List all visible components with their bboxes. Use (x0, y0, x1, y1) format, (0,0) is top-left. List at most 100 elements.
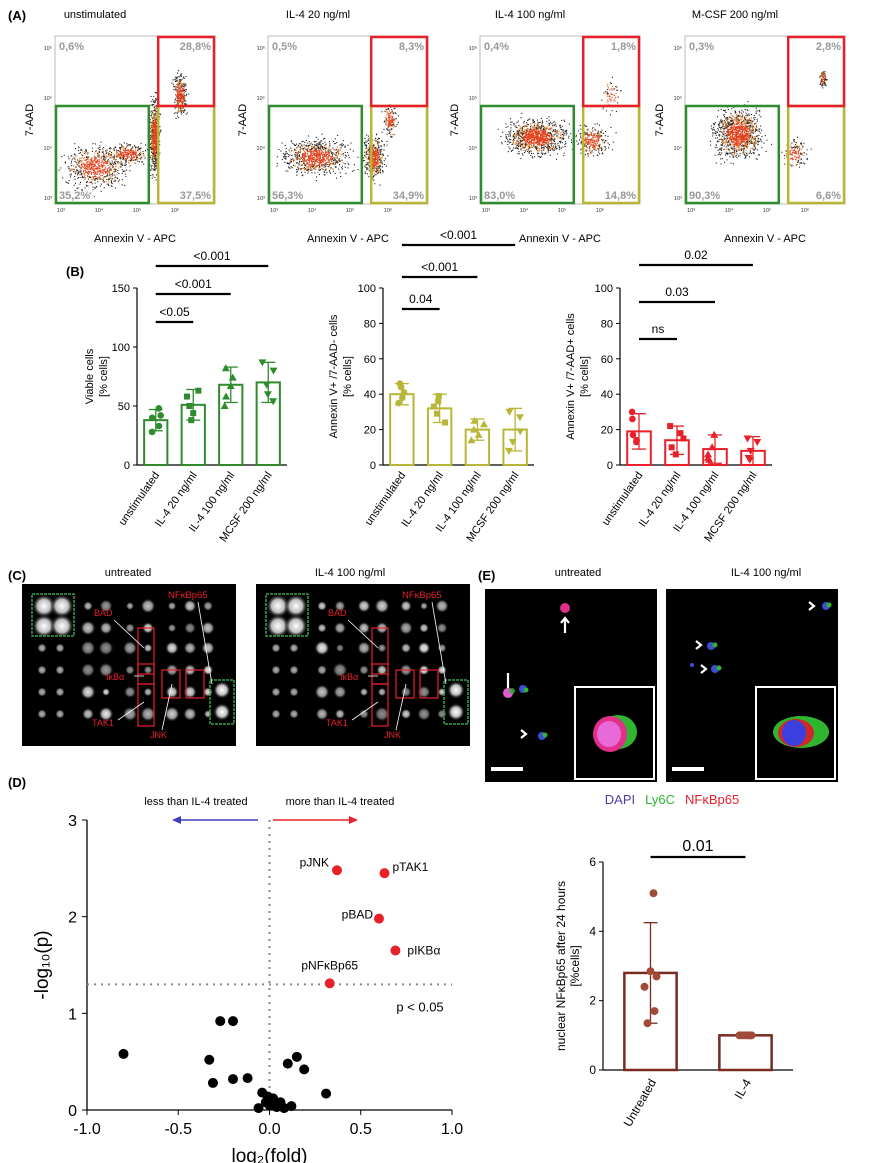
data-point (504, 447, 513, 455)
x-tick: 10⁵ (763, 207, 771, 214)
spot (357, 621, 371, 635)
spot (81, 707, 95, 721)
spot (165, 641, 179, 655)
gate-viable (267, 104, 364, 205)
label-bad: BAD (94, 608, 113, 618)
data-point (155, 405, 163, 412)
spot (436, 664, 448, 676)
spot (101, 687, 111, 697)
data-point (672, 451, 679, 458)
data-point (148, 428, 156, 436)
data-point (470, 416, 479, 424)
y-tick-label: 150 (112, 283, 130, 295)
spot (437, 643, 447, 653)
legend-dapi: DAPI (605, 792, 635, 807)
quadrant-lr: 14,8% (605, 190, 636, 202)
spot (377, 687, 387, 697)
target-box (137, 627, 155, 675)
right-direction-label: more than IL-4 treated (286, 796, 395, 808)
control-spot (213, 681, 231, 699)
y-tick-label: 80 (364, 318, 376, 330)
spot (80, 640, 96, 656)
x-tick-label: 0.5 (350, 1121, 372, 1138)
data-point (155, 422, 163, 430)
x-axis-label: Annexin V - APC (519, 233, 601, 245)
quadrant-ur: 8,3% (399, 41, 424, 53)
blot-il4: BAD NFκBp65 IκBα TAK1 JNK (256, 584, 470, 746)
data-point (258, 359, 267, 367)
control-spot (266, 594, 290, 618)
y-tick: 10⁴ (44, 145, 53, 152)
label-nfkb: NFκBp65 (168, 590, 208, 601)
flow-title: unstimulated (64, 9, 126, 21)
data-point (188, 417, 195, 424)
data-point (430, 403, 437, 410)
x-tick-label: -1.0 (73, 1121, 101, 1138)
data-point (646, 967, 655, 976)
flow-plot-3: IL-4 100 ng/ml 0,4% 1,8% 83,0% 14,8% 10³ 10³ 10… (449, 9, 641, 245)
y-tick: 10⁵ (257, 95, 265, 102)
data-point (629, 431, 637, 439)
event-dots (58, 70, 190, 198)
flow-title: IL-4 20 ng/ml (286, 9, 350, 21)
data-point (652, 972, 661, 981)
control-box (443, 679, 469, 725)
protein-point (207, 1077, 218, 1088)
y-tick-label: 80 (601, 318, 613, 330)
data-point (222, 392, 231, 400)
spot (124, 622, 136, 634)
spot (333, 685, 347, 699)
spot (289, 709, 299, 719)
control-spot (32, 614, 56, 638)
threshold-label: p < 0.05 (396, 999, 443, 1014)
significant-point (324, 978, 335, 989)
data-point (399, 394, 406, 402)
spot (417, 641, 431, 655)
scale-bar (491, 767, 523, 771)
data-point (269, 367, 278, 375)
y-tick: 10⁴ (469, 145, 478, 152)
data-point (228, 373, 237, 381)
quadrant-lr: 34,9% (393, 190, 424, 202)
spot (124, 664, 136, 676)
gate-late-apoptotic (156, 35, 216, 108)
control-box (209, 679, 235, 725)
gate-viable (684, 104, 781, 205)
micro-untreated (485, 589, 657, 782)
gate-viable (54, 104, 151, 205)
plot-frame (479, 35, 641, 205)
p-value-label: <0.001 (193, 249, 230, 263)
label-tak1: TAK1 (92, 718, 114, 728)
spot (271, 687, 281, 697)
quadrant-ll: 35,2% (59, 190, 90, 202)
spot (374, 598, 390, 614)
spot (122, 640, 138, 656)
quadrant-ur: 28,8% (180, 41, 211, 53)
scale-bar (672, 767, 704, 771)
data-point (629, 415, 636, 423)
y-axis-label: Viable cells [% cells] (84, 348, 110, 404)
spot (314, 684, 330, 700)
p-value-label: 0.02 (684, 248, 708, 262)
blot-il4-title: IL-4 100 ng/ml (315, 567, 385, 579)
target-box (371, 627, 389, 675)
y-tick: 10⁵ (44, 95, 52, 102)
leader-line (113, 619, 145, 649)
y-tick-label: 0 (607, 460, 613, 472)
spot (200, 620, 216, 636)
left-arrowhead-icon (172, 816, 181, 824)
spot (80, 620, 96, 636)
y-tick-label: 0 (589, 1063, 596, 1077)
data-point (221, 364, 230, 372)
data-point (677, 430, 684, 437)
micro-untreated-title: untreated (555, 567, 601, 579)
y-tick-label: 100 (595, 283, 613, 295)
y-tick-label: 50 (118, 401, 130, 413)
p-value-label: ns (652, 322, 665, 336)
label-tak1: TAK1 (326, 718, 348, 728)
spot (183, 641, 197, 655)
microscopy-images (485, 589, 838, 782)
right-arrowhead-icon (349, 816, 358, 824)
quadrant-lr: 37,5% (180, 190, 211, 202)
protein-point (228, 1016, 238, 1027)
